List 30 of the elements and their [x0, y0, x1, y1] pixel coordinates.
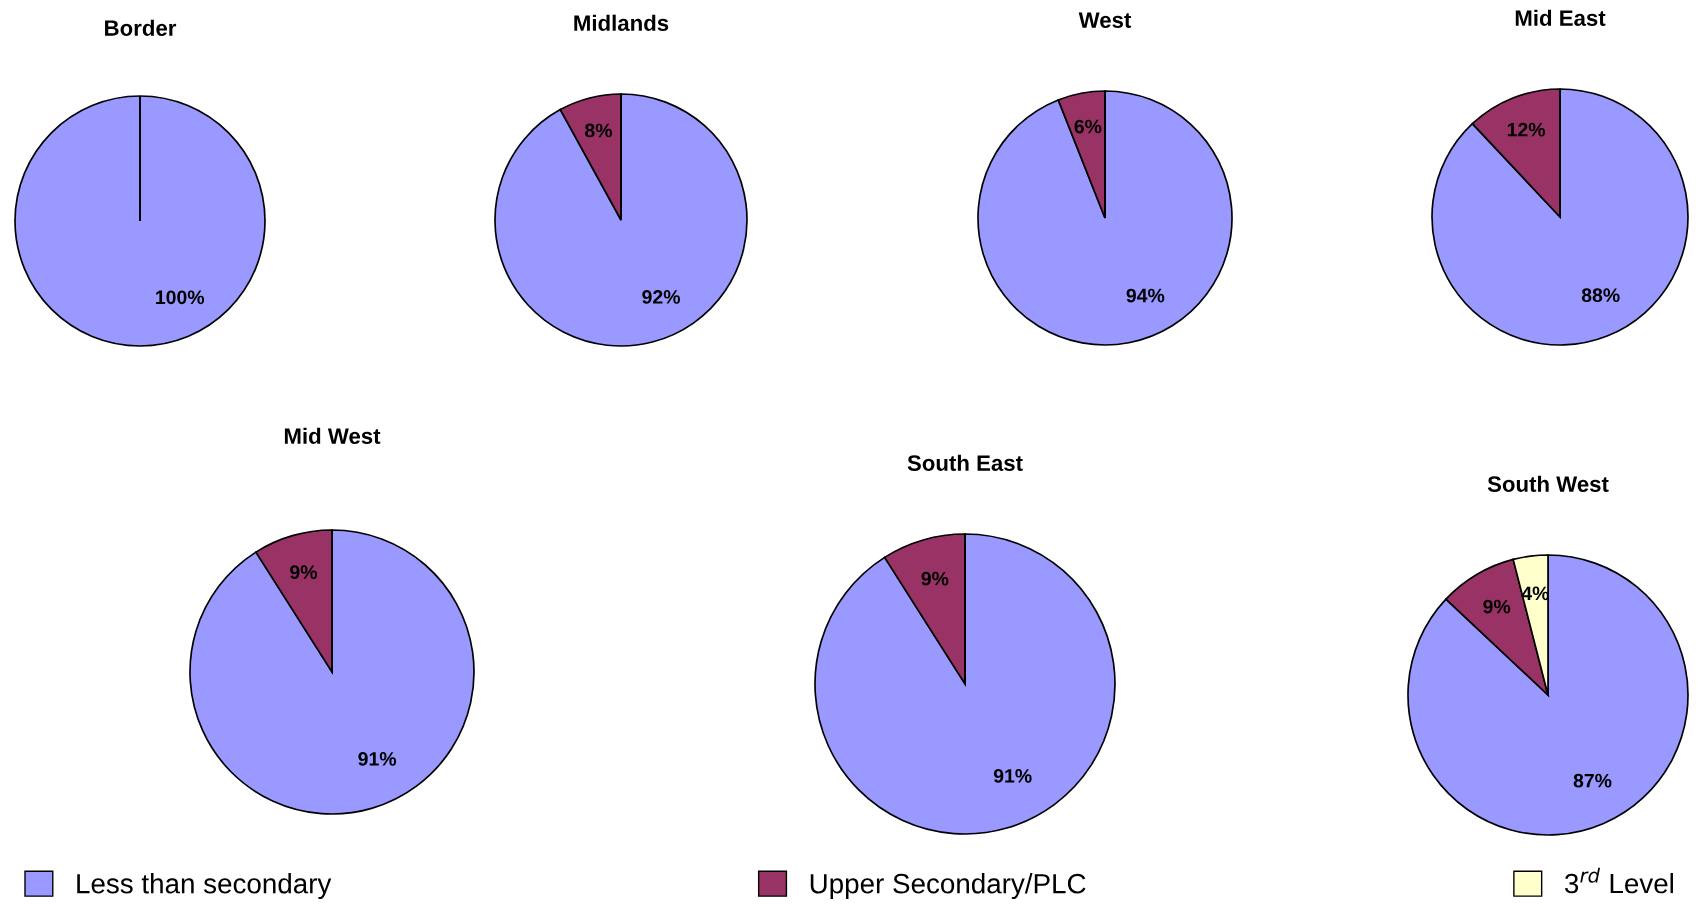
data-label: 94%	[1126, 288, 1165, 303]
chart-title: Border	[105, 19, 177, 36]
legend-label: Upper Secondary/PLC	[810, 873, 1086, 899]
data-label: 9%	[921, 571, 949, 586]
pie-slice	[494, 93, 748, 347]
data-label: 91%	[358, 752, 397, 766]
data-label: 88%	[1581, 288, 1620, 303]
pie-slice	[1445, 558, 1549, 696]
data-label: 12%	[1507, 122, 1546, 137]
pie-slice	[189, 529, 475, 815]
data-label: 92%	[642, 290, 680, 304]
data-label: 87%	[1573, 773, 1612, 788]
data-label: 9%	[1483, 599, 1511, 614]
data-label: 91%	[993, 769, 1032, 783]
data-label: 100%	[156, 290, 205, 305]
data-label: 9%	[290, 565, 318, 580]
pie-slice	[1431, 88, 1689, 346]
legend-label: Less than secondary	[77, 873, 332, 899]
chart-title: Mid East	[1515, 9, 1606, 26]
chart-title: Mid West	[284, 427, 381, 444]
chart-title: South West	[1487, 475, 1609, 492]
chart-title: West	[1078, 12, 1132, 28]
pie-slice	[977, 90, 1233, 346]
legend-label: 3$^{rd}$ Level	[1564, 867, 1673, 894]
chart-title: South East	[907, 454, 1023, 471]
pie-slice	[1407, 554, 1689, 836]
pie-slice	[814, 533, 1116, 835]
data-label: 6%	[1074, 119, 1102, 134]
data-label: 8%	[585, 123, 612, 138]
chart-title: Midlands	[574, 14, 669, 31]
